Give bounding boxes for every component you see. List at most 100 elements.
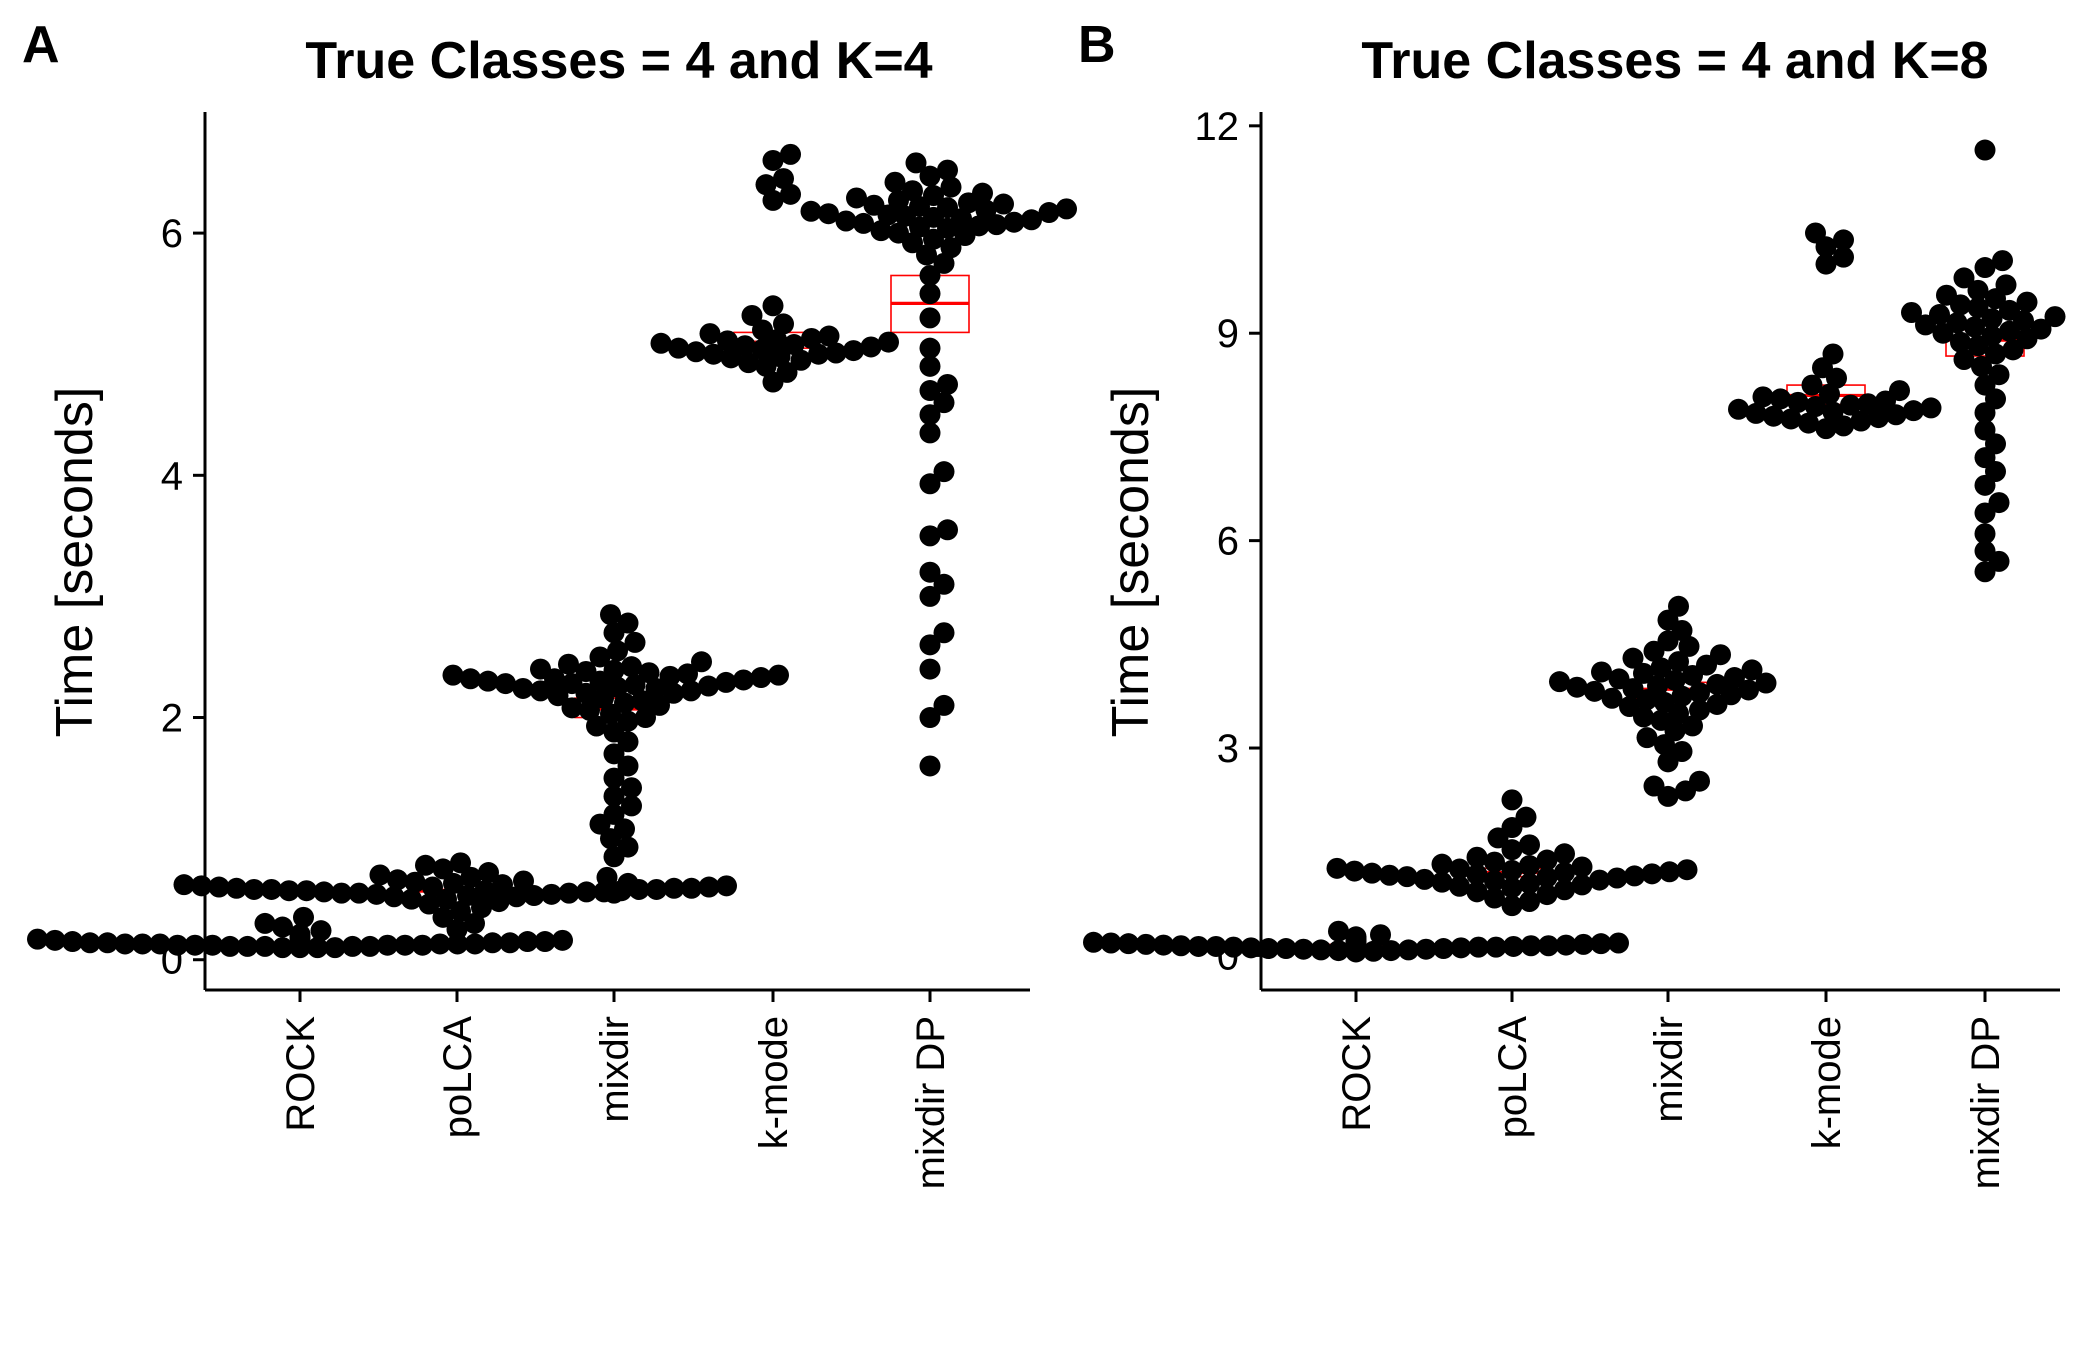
data-point bbox=[698, 876, 720, 898]
data-point bbox=[2002, 339, 2024, 361]
data-point bbox=[919, 585, 941, 607]
data-point bbox=[359, 935, 381, 957]
data-point bbox=[870, 220, 892, 242]
data-point bbox=[513, 870, 534, 892]
data-point bbox=[762, 189, 784, 211]
data-point bbox=[1985, 343, 2006, 365]
data-point bbox=[603, 743, 625, 765]
data-point bbox=[1738, 679, 1759, 701]
data-point bbox=[530, 680, 551, 702]
data-point bbox=[614, 818, 635, 840]
data-point bbox=[790, 349, 812, 371]
data-point bbox=[691, 651, 712, 673]
data-point bbox=[167, 934, 188, 956]
data-point bbox=[482, 932, 503, 954]
data-point bbox=[2016, 291, 2038, 313]
data-point bbox=[1519, 873, 1540, 895]
data-point bbox=[768, 664, 789, 686]
data-point bbox=[1668, 702, 1689, 724]
data-point bbox=[919, 337, 941, 359]
data-point bbox=[191, 875, 212, 897]
data-point bbox=[923, 185, 944, 207]
data-point bbox=[1328, 920, 1349, 942]
data-point bbox=[460, 668, 481, 690]
data-point bbox=[547, 685, 569, 707]
data-point bbox=[972, 182, 993, 204]
data-point bbox=[432, 906, 454, 928]
data-point bbox=[450, 900, 471, 922]
data-point bbox=[603, 785, 625, 807]
data-point bbox=[1752, 386, 1774, 408]
data-point bbox=[1745, 402, 1767, 424]
data-point bbox=[1519, 891, 1540, 913]
data-point bbox=[621, 656, 642, 678]
data-point bbox=[418, 893, 440, 915]
data-point bbox=[1056, 198, 1077, 220]
data-point bbox=[1974, 540, 1996, 562]
data-point bbox=[432, 858, 454, 880]
data-point bbox=[1344, 860, 1365, 882]
data-point bbox=[762, 295, 784, 317]
data-point bbox=[621, 795, 642, 817]
data-point bbox=[1485, 936, 1507, 958]
data-point bbox=[208, 876, 230, 898]
data-point bbox=[720, 347, 742, 369]
data-point bbox=[968, 215, 990, 237]
data-point bbox=[1787, 391, 1809, 413]
data-point bbox=[1450, 937, 1472, 959]
data-point bbox=[603, 767, 625, 789]
data-point bbox=[835, 210, 857, 232]
data-point bbox=[631, 690, 653, 712]
y-tick-label: 0 bbox=[161, 939, 183, 983]
data-point bbox=[919, 380, 941, 402]
chart-title: True Classes = 4 and K=4 bbox=[305, 32, 932, 90]
data-point bbox=[1554, 843, 1575, 865]
data-point bbox=[331, 882, 352, 904]
data-point bbox=[1431, 871, 1453, 893]
data-point bbox=[1689, 699, 1710, 721]
data-point bbox=[1606, 867, 1628, 889]
data-point bbox=[401, 888, 422, 910]
data-point bbox=[1967, 297, 1989, 319]
data-point bbox=[762, 149, 784, 171]
data-point bbox=[752, 319, 773, 341]
data-point bbox=[1135, 933, 1157, 955]
data-point bbox=[1449, 858, 1470, 880]
y-axis-title: Time [seconds] bbox=[46, 387, 104, 738]
data-point bbox=[716, 875, 737, 897]
data-point bbox=[561, 673, 583, 695]
data-point bbox=[1981, 325, 2003, 347]
data-point bbox=[272, 937, 293, 959]
data-point bbox=[471, 897, 492, 919]
data-point bbox=[937, 519, 958, 541]
data-point bbox=[919, 422, 941, 444]
data-point bbox=[800, 200, 822, 222]
data-point bbox=[561, 697, 583, 719]
data-point bbox=[1415, 938, 1437, 960]
data-point bbox=[1240, 937, 1262, 959]
data-point bbox=[1555, 934, 1577, 956]
data-point bbox=[1671, 685, 1693, 707]
data-point bbox=[1920, 397, 1942, 419]
data-point bbox=[586, 715, 607, 737]
data-point bbox=[1741, 659, 1763, 681]
data-point bbox=[919, 264, 941, 286]
data-point bbox=[1953, 267, 1975, 289]
data-point bbox=[1967, 279, 1989, 301]
data-point bbox=[986, 214, 1007, 236]
y-tick-label: 6 bbox=[1217, 520, 1239, 564]
data-point bbox=[1659, 861, 1680, 883]
data-point bbox=[1650, 709, 1672, 731]
data-point bbox=[1815, 253, 1837, 275]
data-point bbox=[1974, 257, 1996, 279]
data-point bbox=[1780, 408, 1802, 430]
data-point bbox=[1501, 839, 1523, 861]
data-point bbox=[1468, 936, 1489, 958]
data-point bbox=[843, 340, 864, 362]
data-point bbox=[1988, 364, 2010, 386]
data-point bbox=[576, 881, 597, 903]
x-tick-label: k-mode bbox=[1805, 1016, 1849, 1149]
y-tick-label: 4 bbox=[161, 454, 183, 498]
data-point bbox=[860, 336, 882, 358]
data-point bbox=[668, 337, 689, 359]
